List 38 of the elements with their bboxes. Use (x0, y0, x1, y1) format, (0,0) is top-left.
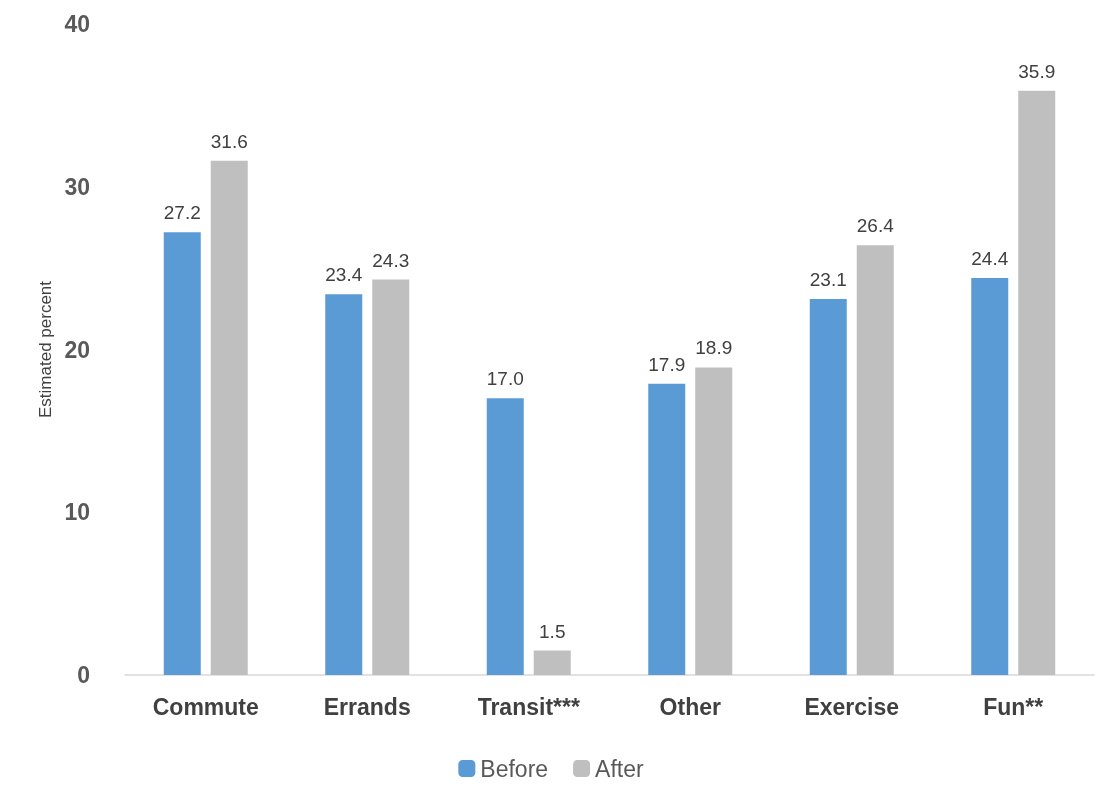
data-label: 26.4 (856, 215, 895, 237)
bar (971, 277, 1009, 675)
bar (809, 299, 847, 675)
legend-label: Before (480, 755, 549, 782)
data-label: 35.9 (1018, 60, 1056, 82)
data-label: 27.2 (163, 202, 201, 224)
y-axis-title: Estimated percent (35, 280, 55, 419)
x-tick-label: Commute (152, 693, 259, 720)
data-label: 17.0 (486, 368, 524, 390)
bar (210, 160, 248, 675)
bar (856, 245, 894, 675)
y-tick-label: 30 (64, 173, 90, 200)
legend-label: After (595, 755, 645, 782)
x-tick-label: Transit*** (477, 693, 580, 720)
bar (695, 367, 733, 675)
data-label: 18.9 (695, 337, 733, 359)
bar (533, 650, 571, 675)
y-tick-label: 40 (64, 11, 90, 37)
y-tick-label: 10 (64, 499, 90, 526)
bar (486, 398, 524, 675)
bar (372, 279, 410, 675)
data-label: 24.3 (372, 249, 410, 271)
bar (163, 232, 201, 675)
data-label: 31.6 (210, 130, 248, 152)
data-label: 17.9 (648, 353, 686, 375)
y-tick-label: 20 (64, 336, 90, 363)
data-label: 23.4 (325, 264, 363, 286)
x-tick-label: Exercise (804, 693, 900, 720)
data-label: 1.5 (539, 620, 566, 642)
bar (1018, 90, 1056, 675)
bar (648, 383, 686, 675)
x-tick-label: Errands (323, 693, 411, 720)
data-label: 23.1 (809, 269, 847, 291)
data-label: 24.4 (971, 247, 1009, 269)
y-tick-label: 0 (77, 662, 90, 688)
x-tick-label: Fun** (983, 693, 1044, 720)
x-tick-label: Other (659, 693, 721, 720)
bar (325, 294, 363, 675)
